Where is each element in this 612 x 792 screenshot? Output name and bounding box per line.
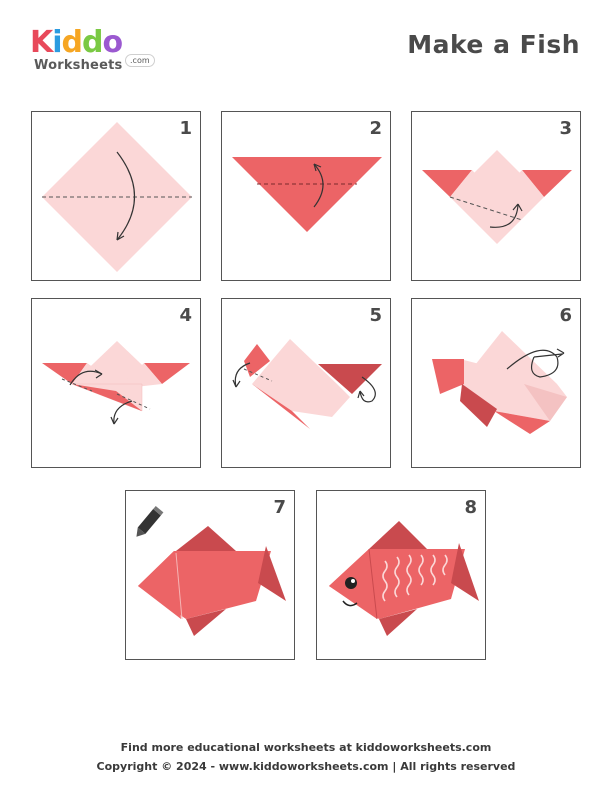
step-1-illustration [42,122,192,272]
left-flap [422,170,472,197]
logo-letter-o: o [102,25,124,60]
tail-fin [258,546,286,601]
belly-fin [494,411,550,434]
fold-arrow [359,376,376,403]
step-5-illustration [232,339,382,429]
logo-letter-i: i [52,25,62,60]
arrow-head-icon [512,203,523,212]
arrow-head-icon [94,369,103,379]
belly-fin [379,609,417,636]
eye-highlight [351,579,355,583]
fold-arrow [489,203,519,228]
logo-letter-d: d [61,25,84,60]
step-number: 4 [179,305,192,326]
paper-fold [497,170,544,197]
fish-eye [345,577,357,589]
pencil-icon [136,505,164,537]
left-fin [244,344,270,377]
step-panel-1: 1 [31,111,201,281]
step-panel-6: 6 [411,298,581,468]
paper-shade [524,384,567,421]
step-panel-7: 7 [125,490,295,660]
paper-fold [72,363,117,384]
step-number: 2 [369,118,382,139]
step-panel-2: 2 [221,111,391,281]
step-6-illustration [432,331,567,434]
tail-fin [451,543,479,601]
step-number: 1 [179,118,192,139]
logo-wordmark: Kiddo [30,25,124,60]
fish-head [138,551,181,619]
step-number: 8 [464,497,477,518]
fold-arrow [313,163,324,208]
right-flap [318,364,382,394]
logo-domain-badge: .com [125,54,155,67]
step-number: 3 [559,118,572,139]
step-panel-5: 5 [221,298,391,468]
arrow-head-icon [110,416,119,425]
step-4-illustration [42,341,190,425]
footer-copyright: Copyright © 2024 - www.kiddoworksheets.c… [96,760,516,773]
step-panel-3: 3 [411,111,581,281]
step-number: 7 [273,497,286,518]
body-crease [368,548,378,620]
body-crease [175,552,183,620]
step-7-illustration [136,505,286,636]
arrow-head-icon [232,379,241,388]
fold-arrow [533,353,563,358]
step-2-illustration [232,157,382,232]
step-panel-4: 4 [31,298,201,468]
lower-fin [252,384,310,429]
arrow-head-icon [313,163,322,172]
page-title: Make a Fish [407,30,580,59]
paper-fold [122,363,162,384]
top-fin [369,521,427,549]
fold-arrow [234,362,251,388]
kiddo-logo: Kiddo Worksheets .com [30,26,160,76]
step-8-illustration [329,521,479,636]
step-number: 5 [369,305,382,326]
logo-letter-d: d [82,25,104,60]
lower-fin [460,384,497,427]
belly-fin [186,609,226,636]
step-panel-8: 8 [316,490,486,660]
paper-fold [450,170,497,197]
fold-arrow [113,400,133,425]
paper-top [252,339,337,384]
fold-arrow [506,349,559,378]
arrow-head-icon [116,231,125,241]
arrow-head-icon [357,390,365,399]
fold-line [449,196,523,221]
logo-subtitle: Worksheets [34,58,123,73]
top-fin [176,526,236,551]
fold-line [116,393,151,410]
footer-line-1: Find more educational worksheets at kidd… [120,741,492,754]
paper-square [42,122,192,272]
fold-line [61,378,93,392]
right-flap [522,170,572,197]
paper-triangle [232,157,382,232]
fold-arrow [116,151,135,241]
step-3-illustration [422,150,572,244]
arrow-head-icon [556,348,565,358]
paper-mid [460,359,557,384]
right-flap [144,363,190,384]
fold-line [243,368,273,382]
step-number: 6 [559,305,572,326]
fish-smile [342,600,358,607]
scale-pattern [382,554,448,602]
paper-body [252,384,350,417]
tail-fin [432,359,464,394]
logo-letter-k: K [30,25,53,60]
